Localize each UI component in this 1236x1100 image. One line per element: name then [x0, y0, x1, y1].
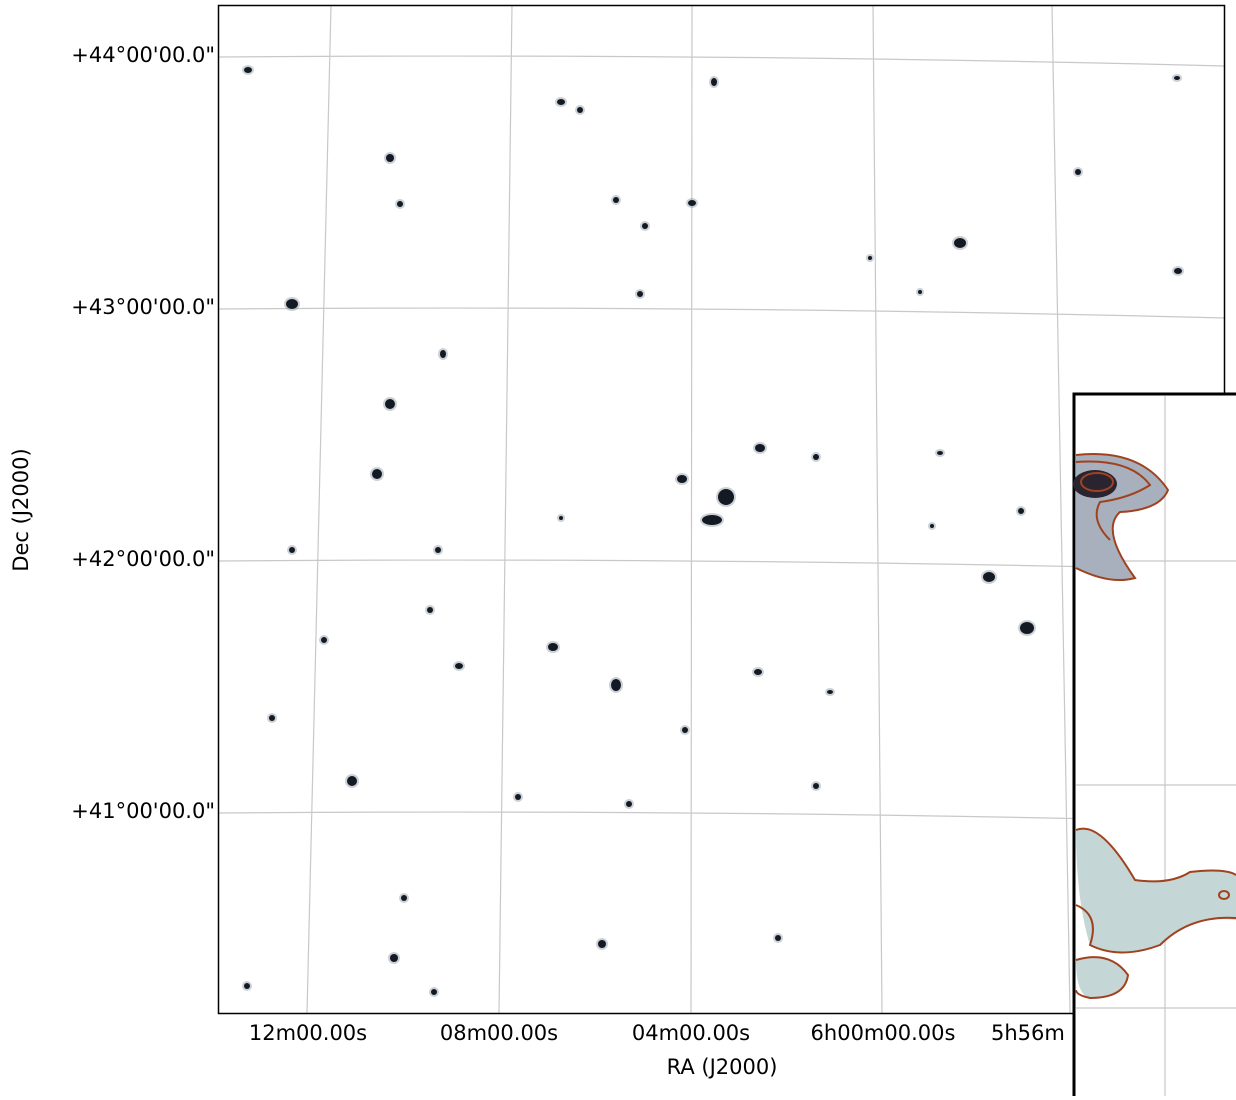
figure: +44°00'00.0" +43°00'00.0" +42°00'00.0" +… — [0, 0, 1236, 1096]
x-tick-label: 08m00.00s — [440, 1021, 558, 1045]
y-tick-label: +42°00'00.0" — [71, 547, 215, 571]
source — [455, 663, 463, 669]
x-tick-label: 04m00.00s — [632, 1021, 750, 1045]
source — [1174, 76, 1180, 80]
source — [427, 607, 433, 613]
source — [286, 299, 298, 309]
source — [557, 99, 565, 105]
source — [754, 669, 762, 675]
source — [718, 489, 734, 505]
source — [440, 350, 446, 358]
source — [642, 223, 648, 229]
source — [321, 637, 327, 643]
source — [1020, 622, 1034, 634]
inset — [1073, 394, 1236, 1096]
source — [390, 954, 398, 962]
source — [559, 516, 563, 520]
source — [827, 690, 833, 694]
source — [385, 399, 395, 409]
source — [813, 783, 819, 789]
source — [868, 256, 872, 260]
source — [1018, 508, 1024, 514]
source — [702, 515, 722, 525]
source — [813, 454, 819, 460]
source — [918, 290, 922, 294]
source — [626, 801, 632, 807]
source — [711, 78, 717, 86]
source — [755, 444, 765, 452]
source — [244, 983, 250, 989]
source — [577, 107, 583, 113]
x-tick-label: 6h00m00.00s — [811, 1021, 956, 1045]
source — [289, 547, 295, 553]
source — [598, 940, 606, 948]
source — [347, 776, 357, 786]
source — [397, 201, 403, 207]
source — [269, 715, 275, 721]
x-axis-label: RA (J2000) — [667, 1055, 778, 1079]
source — [682, 727, 688, 733]
source — [372, 469, 382, 479]
source — [386, 154, 394, 162]
x-tick-label: 12m00.00s — [249, 1021, 367, 1045]
source — [613, 197, 619, 203]
source — [775, 935, 781, 941]
source — [983, 572, 995, 582]
emission-core — [1073, 470, 1117, 498]
source — [954, 238, 966, 248]
y-tick-label: +41°00'00.0" — [71, 799, 215, 823]
source — [431, 989, 437, 995]
source — [401, 895, 407, 901]
source — [937, 451, 943, 455]
x-tick-label: 5h56m — [991, 1021, 1065, 1045]
source — [435, 547, 441, 553]
source — [548, 643, 558, 651]
source — [637, 291, 643, 297]
source — [677, 475, 687, 483]
source — [1075, 169, 1081, 175]
source — [244, 67, 252, 73]
source — [930, 524, 934, 528]
source — [688, 200, 696, 206]
source — [611, 679, 621, 691]
source — [1174, 268, 1182, 274]
y-axis-label: Dec (J2000) — [9, 448, 33, 571]
y-tick-label: +44°00'00.0" — [71, 43, 215, 67]
y-tick-label: +43°00'00.0" — [71, 295, 215, 319]
source — [515, 794, 521, 800]
